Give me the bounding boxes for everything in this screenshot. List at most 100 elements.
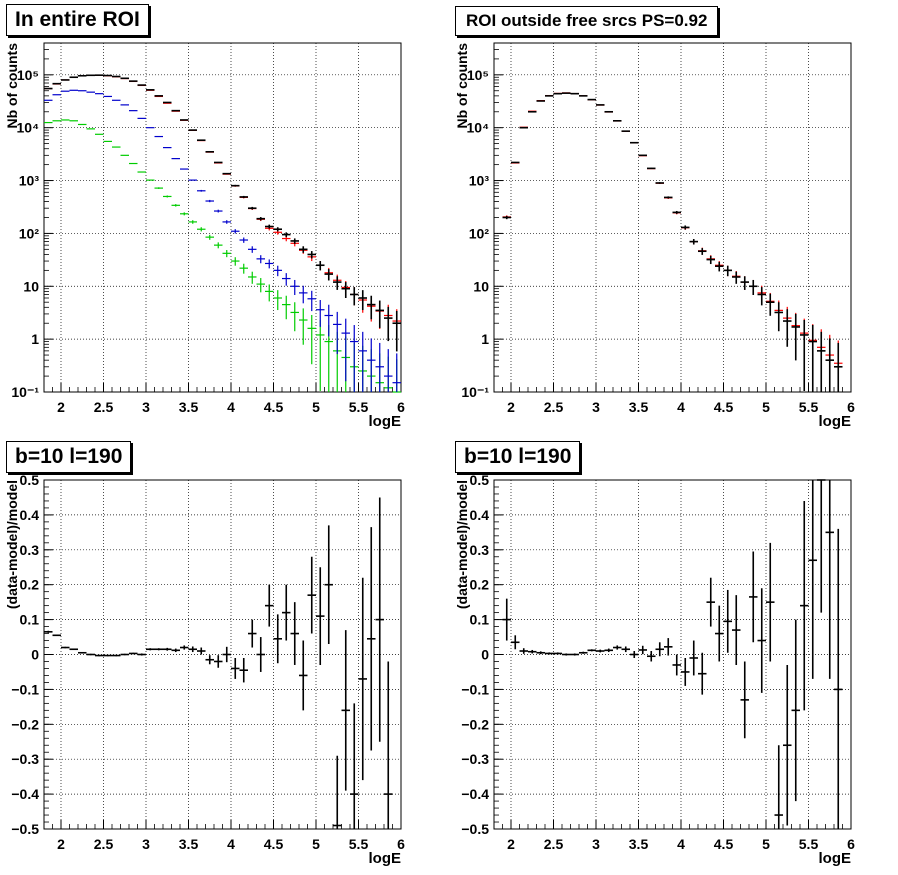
x-tick-label: 3.5 (179, 836, 199, 852)
y-tick-label: 10 (473, 278, 489, 294)
y-tick-label: −0.4 (461, 786, 489, 802)
x-tick-label: 2.5 (544, 836, 564, 852)
x-axis-label: logE (369, 850, 402, 867)
x-tick-label: 3 (142, 399, 150, 415)
y-tick-label: 0 (31, 647, 39, 663)
y-tick-label: −0.1 (461, 681, 489, 697)
x-tick-label: 6 (397, 836, 405, 852)
series-component_blue (44, 89, 401, 392)
x-tick-label: 3 (592, 399, 600, 415)
y-tick-label: 0 (481, 647, 489, 663)
y-tick-label: −0.5 (461, 821, 489, 837)
x-tick-label: 4 (227, 399, 235, 415)
panel-title-top-left: In entire ROI (6, 4, 149, 36)
x-tick-label: 5 (312, 836, 320, 852)
y-tick-label: 0.2 (470, 577, 490, 593)
x-tick-label: 5 (312, 399, 320, 415)
x-tick-label: 2 (507, 836, 515, 852)
y-tick-label: 10² (469, 225, 490, 241)
x-tick-label: 3.5 (179, 399, 199, 415)
x-tick-label: 4 (677, 836, 685, 852)
panel-title-bottom-left: b=10 l=190 (6, 441, 132, 473)
chart-panel-3: 2 2.5 3 3.5 4 4.5 5 5.5 6 −0.5 −0.4 −0.3 −0.2 −0.1 0 0.… (454, 472, 855, 867)
y-tick-label: 10⁴ (467, 120, 490, 136)
x-axis-label: logE (369, 413, 402, 430)
y-axis-label: (data-model)/model (454, 480, 470, 609)
y-tick-label: 0.4 (20, 507, 40, 523)
x-tick-label: 2 (507, 399, 515, 415)
plot-frame (43, 479, 402, 830)
series-data (44, 74, 401, 352)
x-axis-label: logE (819, 413, 852, 430)
y-tick-label: 0.3 (470, 542, 490, 558)
x-tick-label: 4.5 (714, 399, 734, 415)
y-tick-label: 0.3 (20, 542, 40, 558)
x-axis-label: logE (819, 850, 852, 867)
x-tick-label: 4 (227, 836, 235, 852)
y-tick-label: 10⁴ (17, 120, 40, 136)
y-tick-label: 10⁵ (467, 67, 489, 83)
x-tick-label: 4.5 (714, 836, 734, 852)
chart-panel-1: 2 2.5 3 3.5 4 4.5 5 5.5 6 10⁻¹ 1 10 10² 10³ 10⁴ 10⁵ logE… (454, 42, 855, 430)
chart-panel-0: 2 2.5 3 3.5 4 4.5 5 5.5 6 10⁻¹ 1 10 10² 10³ 10⁴ 10⁵ logE… (4, 42, 405, 430)
series-total_model (502, 92, 843, 392)
y-tick-label: 1 (31, 331, 39, 347)
y-tick-label: 10⁻¹ (11, 384, 39, 400)
x-tick-label: 3.5 (629, 399, 649, 415)
x-tick-label: 2 (57, 399, 65, 415)
y-tick-label: 10³ (469, 173, 490, 189)
y-axis-label: Nb of counts (4, 43, 20, 129)
panel-title-top-right: ROI outside free srcs PS=0.92 (455, 6, 719, 36)
x-tick-label: 3 (142, 836, 150, 852)
x-tick-label: 5.5 (799, 399, 819, 415)
y-tick-label: 0.5 (20, 472, 40, 488)
y-tick-label: 0.5 (470, 472, 490, 488)
y-tick-label: 0.1 (20, 612, 40, 628)
series-data (502, 479, 843, 829)
x-tick-label: 5 (762, 399, 770, 415)
series-data (502, 92, 843, 392)
y-tick-label: 10² (19, 225, 40, 241)
x-tick-label: 5 (762, 836, 770, 852)
plot-frame (493, 479, 852, 830)
y-tick-label: −0.2 (461, 716, 489, 732)
y-tick-label: 10 (23, 278, 39, 294)
x-tick-label: 3.5 (629, 836, 649, 852)
y-tick-label: 10⁻¹ (461, 384, 489, 400)
y-tick-label: 10⁵ (17, 67, 39, 83)
x-tick-label: 6 (847, 836, 855, 852)
x-tick-label: 6 (847, 399, 855, 415)
y-tick-label: −0.3 (461, 751, 489, 767)
x-tick-label: 2.5 (94, 399, 114, 415)
series-data (44, 497, 393, 829)
x-tick-label: 4.5 (264, 399, 284, 415)
plot-frame (43, 42, 402, 393)
series-component_green (44, 119, 401, 393)
y-tick-label: 10³ (19, 173, 40, 189)
y-tick-label: −0.5 (11, 821, 39, 837)
x-tick-label: 5.5 (349, 836, 369, 852)
y-tick-label: 0.4 (470, 507, 490, 523)
y-tick-label: 1 (481, 331, 489, 347)
panel-title-bottom-right: b=10 l=190 (455, 441, 581, 473)
x-tick-label: 3 (592, 836, 600, 852)
y-tick-label: −0.2 (11, 716, 39, 732)
x-tick-label: 5.5 (799, 836, 819, 852)
x-tick-label: 4 (677, 399, 685, 415)
y-tick-label: 0.1 (470, 612, 490, 628)
y-tick-label: 0.2 (20, 577, 40, 593)
y-tick-label: −0.4 (11, 786, 39, 802)
y-tick-label: −0.1 (11, 681, 39, 697)
x-tick-label: 2.5 (544, 399, 564, 415)
y-axis-label: (data-model)/model (4, 480, 20, 609)
chart-panel-2: 2 2.5 3 3.5 4 4.5 5 5.5 6 −0.5 −0.4 −0.3 −0.2 −0.1 0 0.… (4, 472, 405, 867)
x-tick-label: 5.5 (349, 399, 369, 415)
plot-frame (493, 42, 852, 393)
x-tick-label: 2.5 (94, 836, 114, 852)
x-tick-label: 6 (397, 399, 405, 415)
x-tick-label: 4.5 (264, 836, 284, 852)
y-tick-label: −0.3 (11, 751, 39, 767)
x-tick-label: 2 (57, 836, 65, 852)
y-axis-label: Nb of counts (454, 43, 470, 129)
